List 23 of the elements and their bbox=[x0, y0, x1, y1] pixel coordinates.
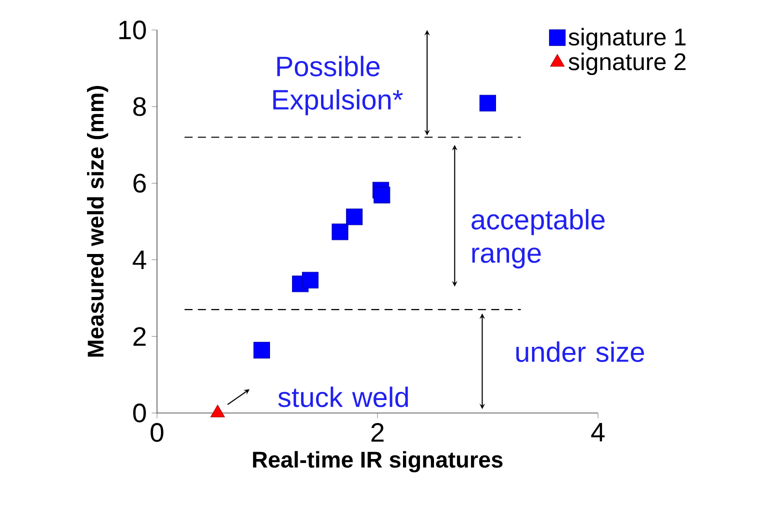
annotation: acceptable range bbox=[472, 209, 605, 268]
legend-label: signature 2 bbox=[568, 52, 686, 76]
y-tick-label: 2 bbox=[133, 327, 146, 346]
y-tick-label: 0 bbox=[133, 404, 146, 422]
point bbox=[253, 342, 270, 358]
y-tick-label: 10 bbox=[119, 20, 146, 40]
y-tick-label: 4 bbox=[132, 250, 146, 269]
annotation: Possible Expulsion* bbox=[273, 56, 403, 116]
y-tick-label: 8 bbox=[133, 97, 146, 116]
point bbox=[374, 186, 390, 204]
legend-label: signature 1 bbox=[568, 28, 686, 50]
y-tick-label: 6 bbox=[133, 174, 146, 193]
x-tick-label: 4 bbox=[591, 423, 605, 442]
annotation: under size bbox=[516, 341, 644, 362]
point bbox=[346, 208, 363, 226]
x-tick-label: 0 bbox=[150, 423, 164, 442]
y-axis-title: Measured weld size (mm) bbox=[87, 86, 108, 357]
point bbox=[332, 224, 348, 240]
x-tick-label: 2 bbox=[371, 423, 384, 442]
point bbox=[302, 272, 319, 288]
annotation: stuck weld bbox=[278, 386, 408, 408]
point bbox=[479, 94, 496, 112]
x-axis-title: Real-time IR signatures bbox=[253, 451, 502, 472]
